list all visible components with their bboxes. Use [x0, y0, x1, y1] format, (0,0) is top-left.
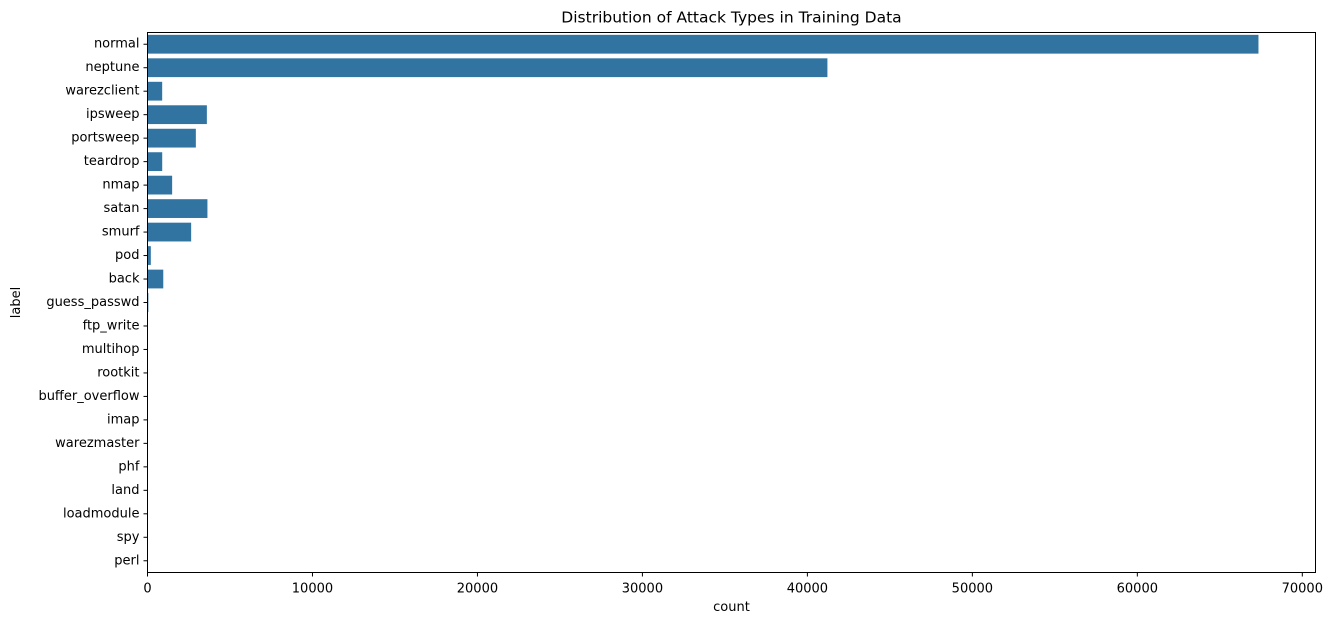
y-tick-label: portsweep — [71, 131, 139, 146]
x-tick-label: 40000 — [787, 582, 828, 597]
y-tick-label: back — [109, 272, 140, 287]
x-tick-label: 50000 — [952, 582, 993, 597]
y-axis-ticks: normal neptune warezclient ipsweep portsweep… — [38, 37, 148, 568]
y-tick-label: warezmaster — [55, 436, 140, 451]
y-tick-label: land — [111, 483, 139, 498]
y-axis-title: label — [9, 287, 24, 318]
y-tick-label: ipsweep — [86, 107, 140, 122]
x-tick-label: 70000 — [1282, 582, 1323, 597]
y-tick-label: rootkit — [97, 365, 139, 380]
bar-back — [147, 269, 164, 289]
y-tick-label: ftp_write — [83, 318, 140, 333]
y-tick-label: normal — [94, 37, 140, 52]
bar-portsweep — [147, 128, 196, 148]
y-tick-label: nmap — [102, 178, 139, 193]
x-tick-label: 30000 — [622, 582, 663, 597]
y-tick-label: loadmodule — [63, 506, 140, 521]
bar-nmap — [147, 175, 173, 195]
x-tick-label: 60000 — [1117, 582, 1158, 597]
x-axis-ticks: 0 10000 20000 30000 40000 50000 60000 70000 — [143, 572, 1323, 597]
y-tick-label: teardrop — [84, 154, 140, 169]
bar-pod — [147, 246, 151, 265]
plot-frame — [147, 32, 1316, 573]
x-axis-title: count — [713, 600, 750, 615]
y-tick-label: pod — [115, 248, 139, 263]
y-tick-label: guess_passwd — [46, 295, 139, 310]
y-tick-label: neptune — [85, 60, 139, 75]
y-tick-label: spy — [117, 530, 140, 545]
bar-smurf — [147, 222, 192, 242]
y-tick-label: satan — [103, 201, 139, 216]
bars — [147, 34, 1259, 571]
y-tick-label: perl — [114, 553, 139, 568]
bar-normal — [147, 34, 1259, 54]
bar-satan — [147, 199, 208, 218]
y-tick-label: warezclient — [65, 84, 139, 99]
x-tick-label: 20000 — [457, 582, 498, 597]
x-tick-label: 0 — [143, 582, 151, 597]
chart-title: Distribution of Attack Types in Training… — [561, 9, 901, 27]
bar-teardrop — [147, 152, 163, 172]
y-tick-label: buffer_overflow — [38, 389, 139, 404]
bar-ipsweep — [147, 105, 207, 125]
y-tick-label: multihop — [82, 342, 140, 357]
bar-warezclient — [147, 81, 163, 101]
y-tick-label: smurf — [102, 225, 140, 240]
bar-neptune — [147, 58, 828, 78]
x-tick-label: 10000 — [292, 582, 333, 597]
y-tick-label: phf — [118, 459, 139, 474]
y-tick-label: imap — [107, 412, 140, 427]
